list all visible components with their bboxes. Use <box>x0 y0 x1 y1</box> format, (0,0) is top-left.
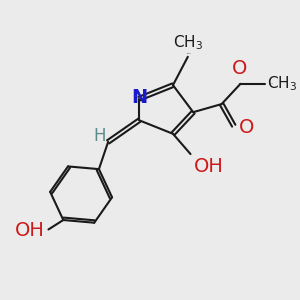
Text: O: O <box>238 118 254 136</box>
Text: methyl: methyl <box>187 53 192 54</box>
Text: OH: OH <box>14 221 44 240</box>
Text: H: H <box>94 127 106 145</box>
Text: CH$_3$: CH$_3$ <box>267 74 297 93</box>
Text: CH$_3$: CH$_3$ <box>173 33 203 52</box>
Text: methyl: methyl <box>269 83 274 84</box>
Text: O: O <box>232 59 248 78</box>
Text: OH: OH <box>194 157 224 176</box>
Text: N: N <box>131 88 147 107</box>
